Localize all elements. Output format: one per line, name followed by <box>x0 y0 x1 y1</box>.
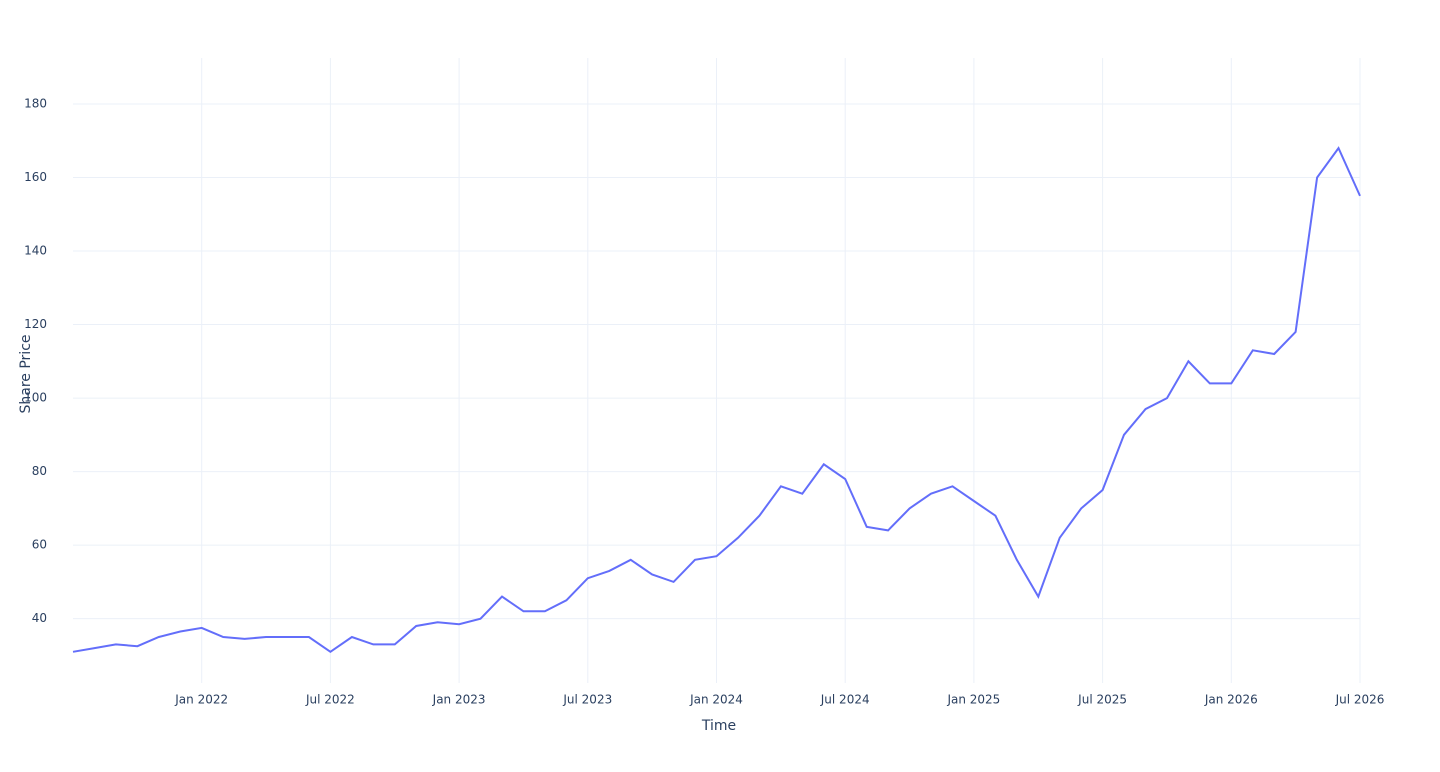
y-tick-label: 80 <box>32 464 47 478</box>
x-tick-label: Jul 2025 <box>1077 693 1127 707</box>
x-tick-label: Jul 2024 <box>820 693 870 707</box>
y-tick-label: 60 <box>32 538 47 552</box>
x-tick-label: Jul 2026 <box>1335 693 1385 707</box>
y-axis-title: Share Price <box>18 334 34 413</box>
y-tick-label: 140 <box>24 244 47 258</box>
x-tick-label: Jan 2025 <box>946 693 1000 707</box>
x-tick-label: Jan 2023 <box>432 693 486 707</box>
x-tick-label: Jul 2023 <box>562 693 612 707</box>
x-axis-title: Time <box>701 718 736 734</box>
y-tick-label: 120 <box>24 317 47 331</box>
y-tick-label: 160 <box>24 170 47 184</box>
x-tick-label: Jan 2024 <box>689 693 743 707</box>
x-tick-label: Jan 2026 <box>1204 693 1258 707</box>
y-tick-label: 100 <box>24 391 47 405</box>
y-tick-label: 40 <box>32 611 47 625</box>
price-line <box>72 146 1361 654</box>
y-tick-label: 180 <box>24 96 47 110</box>
x-tick-label: Jan 2022 <box>174 693 228 707</box>
x-tick-label: Jul 2022 <box>305 693 355 707</box>
